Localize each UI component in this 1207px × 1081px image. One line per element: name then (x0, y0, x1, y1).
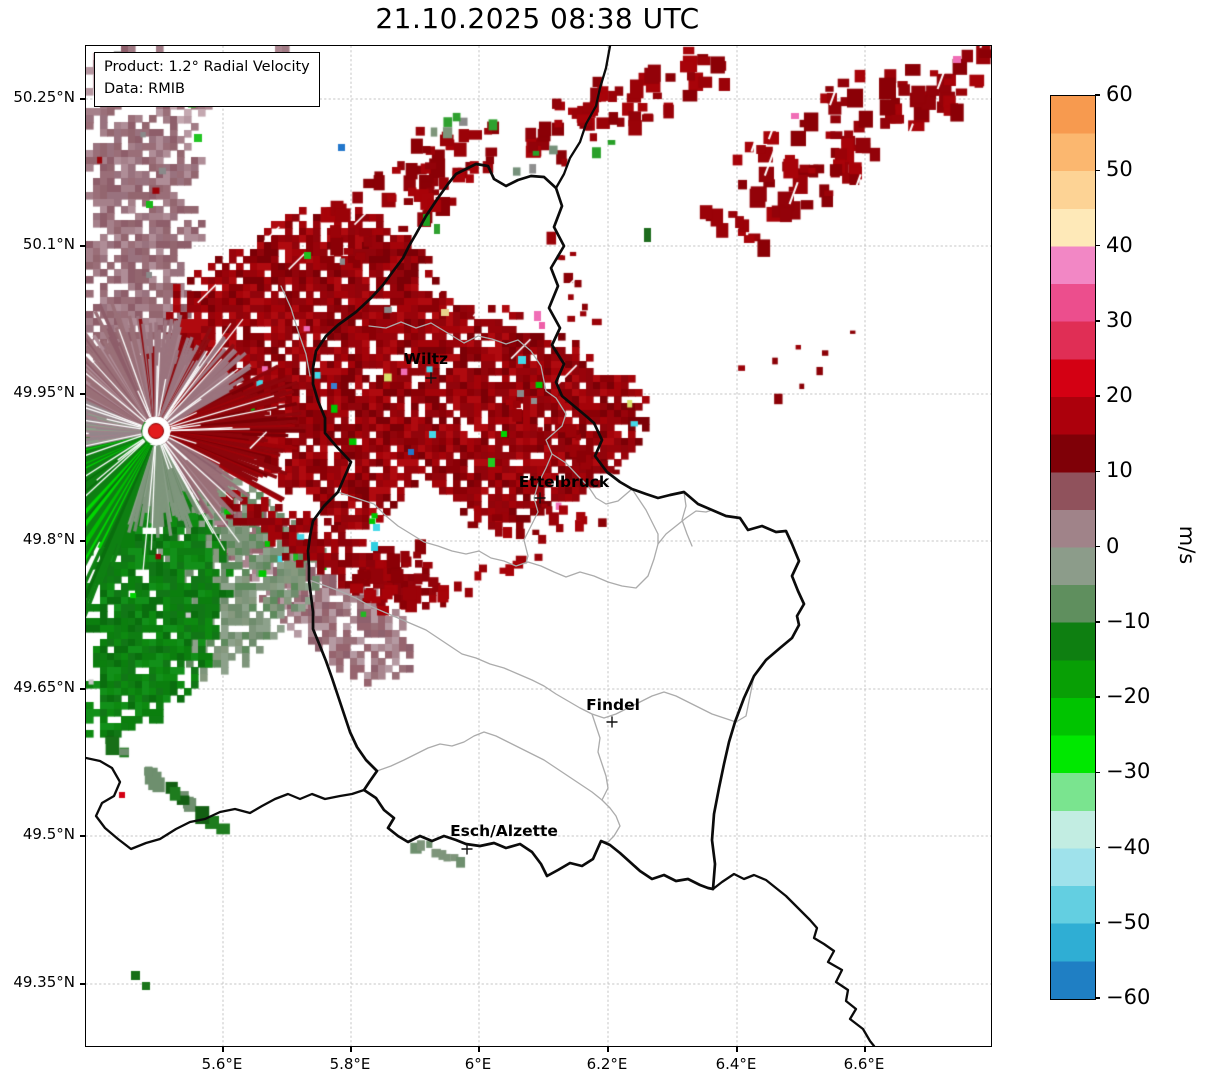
colorbar-tick-label: 10 (1106, 458, 1133, 483)
x-axis-tick-label: 5.8°E (329, 1055, 371, 1073)
city-label-esch-alzette: Esch/Alzette (450, 822, 558, 840)
colorbar-unit-label: m/s (1175, 525, 1200, 564)
y-axis-tick-mark (80, 393, 85, 395)
y-axis-tick-label: 49.35°N (13, 973, 75, 991)
y-axis-tick-label: 50.25°N (13, 88, 75, 106)
colorbar-tick-mark (1095, 621, 1100, 623)
colorbar-tick-label: 30 (1106, 307, 1133, 332)
colorbar-tick-mark (1095, 846, 1100, 849)
x-axis-tick-mark (478, 1047, 480, 1052)
figure-title: 21.10.2025 08:38 UTC (375, 2, 700, 35)
colorbar-tick-label: −20 (1106, 684, 1151, 708)
city-label-findel: Findel (586, 696, 640, 714)
x-axis-tick-label: 6.2°E (586, 1055, 628, 1073)
y-axis-tick-mark (80, 983, 85, 985)
colorbar-tick-mark (1095, 922, 1100, 924)
x-axis-tick-label: 6°E (464, 1055, 492, 1073)
city-label-wiltz: Wiltz (403, 350, 449, 368)
colorbar-tick-label: 60 (1106, 82, 1133, 106)
data-source-line: Data: RMIB (104, 80, 185, 97)
colorbar-tick-mark (1095, 771, 1100, 773)
y-axis-tick-label: 49.65°N (13, 678, 75, 696)
y-axis-tick-mark (80, 540, 85, 542)
x-axis-tick-mark (222, 1047, 224, 1052)
x-axis-tick-mark (864, 1047, 866, 1052)
colorbar-tick-label: 40 (1106, 232, 1133, 257)
colorbar-tick-mark (1095, 470, 1100, 472)
colorbar-tick-mark (1095, 997, 1100, 999)
colorbar-tick-mark (1095, 94, 1100, 96)
x-axis-tick-mark (736, 1047, 738, 1052)
colorbar-tick-mark (1095, 545, 1100, 548)
y-axis-tick-label: 50.1°N (22, 235, 75, 253)
colorbar-tick-mark (1095, 244, 1100, 247)
colorbar-tick-mark (1095, 696, 1100, 698)
colorbar-tick-label: 20 (1106, 383, 1133, 407)
colorbar-tick-mark (1095, 320, 1100, 322)
colorbar-tick-label: −40 (1106, 834, 1151, 859)
radar-velocity-field (86, 46, 991, 1046)
map-plot-area: Product: 1.2° Radial Velocity Data: RMIB… (85, 45, 992, 1047)
y-axis-tick-mark (80, 688, 85, 690)
y-axis-tick-label: 49.5°N (22, 825, 75, 843)
product-info-box: Product: 1.2° Radial Velocity Data: RMIB (94, 52, 320, 107)
colorbar-tick-label: 50 (1106, 157, 1133, 182)
colorbar-tick-label: −60 (1106, 985, 1151, 1009)
colorbar (1050, 95, 1096, 1000)
x-axis-tick-label: 6.4°E (715, 1055, 757, 1073)
x-axis-tick-label: 5.6°E (201, 1055, 243, 1073)
map-borders (86, 46, 876, 1046)
y-axis-tick-label: 49.8°N (22, 530, 75, 548)
y-axis-tick-mark (80, 98, 85, 100)
city-label-ettelbruck: Ettelbruck (518, 473, 610, 491)
product-line: Product: 1.2° Radial Velocity (104, 59, 310, 75)
colorbar-tick-mark (1095, 395, 1100, 397)
x-axis-tick-mark (350, 1047, 352, 1052)
colorbar-tick-label: −50 (1106, 909, 1151, 934)
colorbar-tick-label: −10 (1106, 608, 1151, 633)
y-axis-tick-mark (80, 835, 85, 837)
colorbar-tick-mark (1095, 169, 1100, 171)
x-axis-tick-label: 6.6°E (843, 1055, 885, 1073)
x-axis-tick-mark (607, 1047, 609, 1052)
colorbar-tick-label: −30 (1106, 759, 1151, 784)
y-axis-tick-label: 49.95°N (13, 383, 75, 401)
y-axis-tick-mark (80, 245, 85, 247)
colorbar-tick-label: 0 (1106, 533, 1120, 558)
